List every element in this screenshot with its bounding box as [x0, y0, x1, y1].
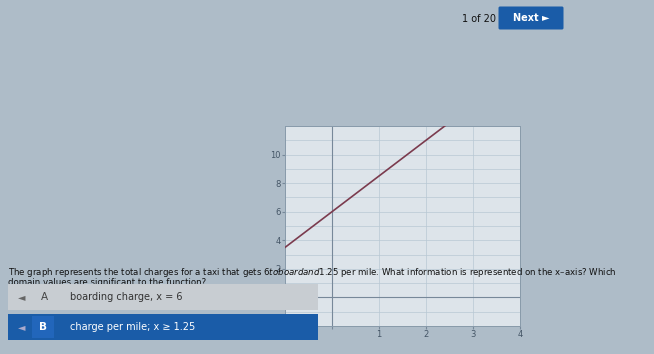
- Text: boarding charge, x = 6: boarding charge, x = 6: [70, 292, 182, 302]
- Text: The graph represents the total charges for a taxi that gets $6 to board and $1.2: The graph represents the total charges f…: [8, 266, 617, 279]
- FancyBboxPatch shape: [498, 6, 564, 29]
- Text: ◄: ◄: [18, 322, 26, 332]
- Text: charge per mile; x ≥ 1.25: charge per mile; x ≥ 1.25: [70, 322, 196, 332]
- Bar: [8, 284, 318, 310]
- Text: Next ►: Next ►: [513, 13, 549, 23]
- Bar: [32, 316, 54, 338]
- Text: 1 of 20: 1 of 20: [462, 14, 496, 24]
- Text: A: A: [41, 292, 48, 302]
- Bar: [8, 314, 318, 340]
- Text: ◄: ◄: [18, 292, 26, 302]
- Text: domain values are significant to the function?: domain values are significant to the fun…: [8, 278, 206, 287]
- Text: B: B: [39, 322, 47, 332]
